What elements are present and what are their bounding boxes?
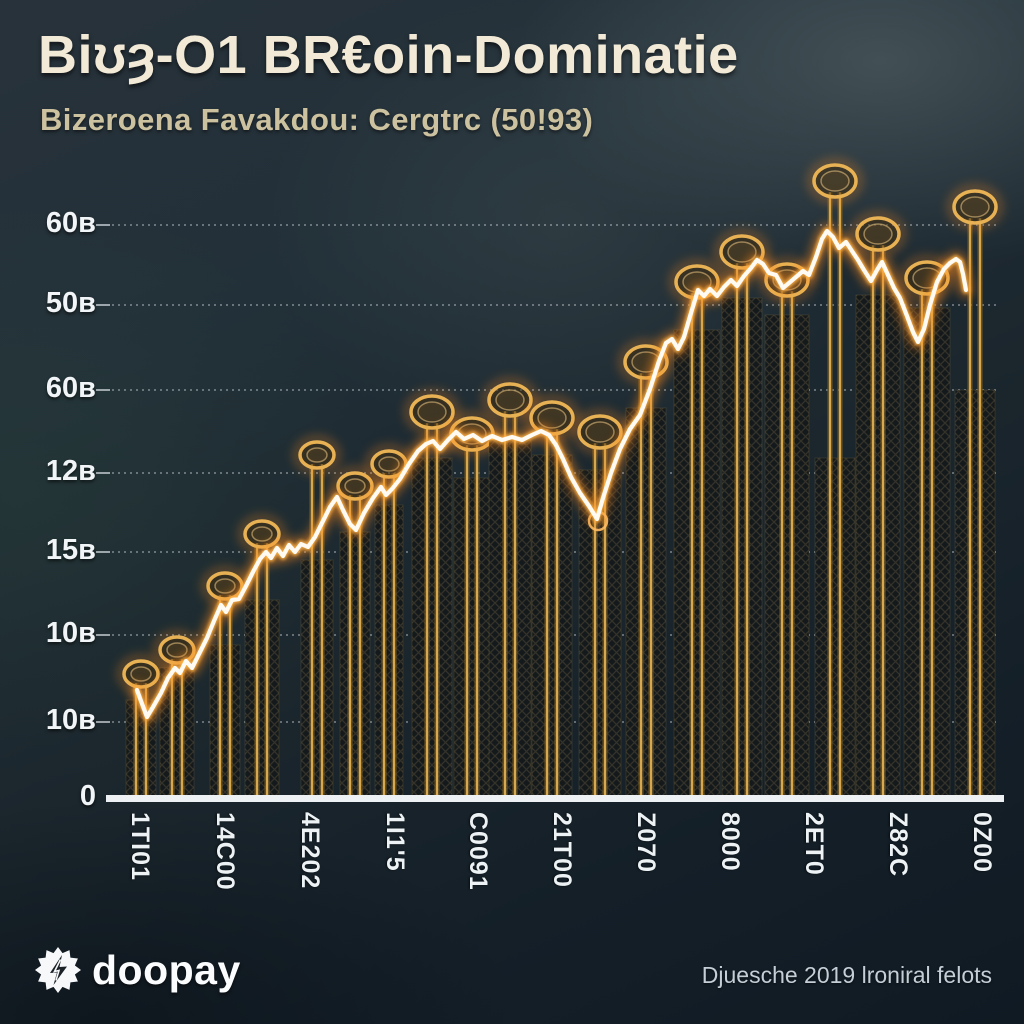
candle-bar (153, 630, 201, 799)
y-tick-label: 10ʙ (45, 704, 96, 736)
brand-badge-icon (35, 947, 81, 993)
candle-bar (444, 411, 500, 799)
marker-glow (850, 211, 906, 257)
x-tick-label: Z070 (632, 812, 660, 873)
x-axis-line (106, 795, 1004, 802)
candle-bar (759, 257, 815, 799)
candle-bar (238, 514, 286, 799)
x-tick-label: 2ET0 (800, 812, 828, 876)
marker-ring (855, 216, 901, 252)
candle-bar (524, 395, 580, 799)
candle-bar (618, 339, 674, 799)
page-title: Biʊȝ-O1 BR€oin-Dominatie (38, 25, 739, 85)
x-tick-label: 4E202 (296, 812, 324, 890)
candle-bar (293, 435, 341, 799)
y-tick-label: 50ʙ (45, 287, 96, 319)
marker-glow (293, 435, 341, 475)
footer-caption: Djuesche 2019 lroniral felots (701, 962, 992, 988)
marker-ring (952, 189, 998, 225)
candle-bar (850, 211, 906, 799)
x-tick-label: 21T00 (548, 812, 576, 888)
marker-ring (487, 382, 533, 418)
y-tick-label: 12ʙ (45, 455, 96, 487)
candle-bar (899, 255, 955, 799)
candle-bar (365, 444, 413, 799)
x-tick-label: 8000 (716, 812, 744, 872)
marker-ring (409, 394, 455, 430)
candle-bar (117, 654, 165, 799)
axis-line (106, 795, 1004, 802)
x-tick-label: 0Z00 (968, 812, 996, 873)
candle-bar (482, 377, 538, 799)
marker-glow (482, 377, 538, 423)
y-tick-label: 60ʙ (45, 372, 96, 404)
x-tick-label: C0091 (464, 812, 492, 891)
page-subtitle: Bizeroena Favakdou: Cergtrc (50!93) (40, 102, 594, 137)
candle-bar (404, 389, 460, 799)
y-tick-label: 15ʙ (45, 534, 96, 566)
candle-bar (669, 259, 725, 799)
candle-bar (947, 184, 1003, 799)
x-tick-label: 1I1'5 (381, 812, 409, 872)
marker-ring (336, 471, 374, 501)
brand-name: doopay (92, 946, 241, 993)
y-tick-label: 60ʙ (45, 207, 96, 239)
y-tick-label: 10ʙ (45, 617, 96, 649)
x-tick-label: 14C00 (211, 812, 239, 891)
candle-bars (117, 158, 1003, 799)
x-tick-label: Z82C (884, 812, 912, 878)
brand-logo: doopay (34, 946, 241, 994)
marker-glow (404, 389, 460, 435)
marker-ring (298, 440, 336, 470)
y-tick-label: 0 (79, 780, 96, 812)
candle-bar (807, 158, 863, 799)
x-tick-label: 1TI01 (126, 812, 154, 881)
marker-glow (807, 158, 863, 204)
candle-bar (331, 466, 379, 799)
marker-ring (812, 163, 858, 199)
trend-line (129, 223, 974, 725)
candle-bar (714, 229, 770, 799)
marker-glow (947, 184, 1003, 230)
